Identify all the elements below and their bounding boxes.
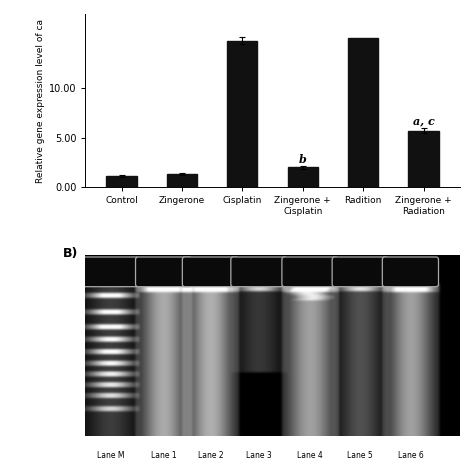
Bar	[409, 131, 438, 187]
FancyBboxPatch shape	[231, 257, 287, 287]
FancyBboxPatch shape	[332, 257, 388, 287]
Text: a, c: a, c	[413, 116, 434, 127]
Bar	[288, 167, 318, 187]
FancyBboxPatch shape	[282, 257, 338, 287]
Text: Lane 1: Lane 1	[151, 451, 176, 460]
Text: b: b	[299, 154, 307, 165]
Bar	[167, 174, 197, 187]
Text: Lane 2: Lane 2	[198, 451, 223, 460]
Text: Lane 6: Lane 6	[398, 451, 423, 460]
Text: Lane 5: Lane 5	[347, 451, 373, 460]
Text: Lane 4: Lane 4	[297, 451, 323, 460]
FancyBboxPatch shape	[383, 257, 438, 287]
Text: Lane 3: Lane 3	[246, 451, 272, 460]
Text: Lane M: Lane M	[97, 451, 125, 460]
Text: B): B)	[63, 247, 78, 260]
Bar	[107, 176, 137, 187]
Bar	[348, 38, 378, 187]
FancyBboxPatch shape	[182, 257, 238, 287]
FancyBboxPatch shape	[136, 257, 191, 287]
Y-axis label: Relative gene expression level of ca: Relative gene expression level of ca	[36, 18, 45, 182]
Bar	[227, 41, 257, 187]
FancyBboxPatch shape	[83, 257, 139, 287]
